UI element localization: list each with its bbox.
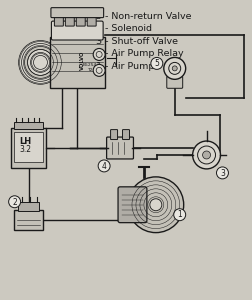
FancyBboxPatch shape: [118, 187, 146, 223]
FancyBboxPatch shape: [110, 130, 117, 140]
Text: 1: 1: [177, 211, 181, 220]
Circle shape: [192, 141, 219, 169]
Text: 3: 3: [219, 169, 224, 178]
Text: 5: 5: [154, 59, 159, 68]
Circle shape: [149, 199, 161, 211]
Circle shape: [9, 196, 20, 208]
Circle shape: [128, 177, 183, 232]
Text: 4 - Solenoid: 4 - Solenoid: [96, 24, 152, 33]
Circle shape: [24, 46, 56, 78]
Circle shape: [19, 40, 62, 84]
FancyBboxPatch shape: [14, 132, 43, 162]
FancyBboxPatch shape: [14, 210, 43, 230]
Text: 2 - Air Pump Relay: 2 - Air Pump Relay: [96, 50, 183, 58]
Circle shape: [93, 64, 105, 76]
Text: 2: 2: [12, 198, 17, 207]
FancyBboxPatch shape: [18, 202, 39, 211]
FancyBboxPatch shape: [14, 122, 43, 129]
FancyBboxPatch shape: [50, 37, 104, 88]
FancyBboxPatch shape: [11, 128, 46, 168]
Circle shape: [27, 50, 53, 75]
Text: 3 - Shut-off Valve: 3 - Shut-off Valve: [96, 37, 178, 46]
Circle shape: [30, 52, 50, 72]
FancyBboxPatch shape: [87, 14, 96, 26]
Text: 5 - Non-return Valve: 5 - Non-return Valve: [96, 12, 191, 21]
FancyBboxPatch shape: [76, 14, 85, 26]
FancyBboxPatch shape: [51, 21, 103, 40]
Circle shape: [172, 66, 176, 71]
Circle shape: [173, 209, 185, 221]
Text: VOLVO: VOLVO: [79, 51, 84, 70]
FancyBboxPatch shape: [106, 137, 133, 159]
Circle shape: [21, 44, 59, 81]
Text: LH: LH: [19, 137, 32, 146]
FancyBboxPatch shape: [51, 8, 103, 18]
Text: 4: 4: [101, 162, 106, 171]
FancyBboxPatch shape: [166, 76, 182, 88]
Circle shape: [93, 49, 105, 60]
FancyBboxPatch shape: [122, 130, 129, 140]
Circle shape: [216, 167, 228, 179]
Text: 1 - Air Pump: 1 - Air Pump: [96, 62, 154, 71]
FancyBboxPatch shape: [65, 14, 74, 26]
Circle shape: [163, 57, 185, 79]
Circle shape: [98, 160, 110, 172]
Text: 3.2: 3.2: [19, 145, 32, 154]
Circle shape: [150, 57, 162, 69]
Circle shape: [202, 151, 210, 159]
Circle shape: [33, 56, 47, 69]
Text: B5254
T2: B5254 T2: [83, 63, 97, 72]
FancyBboxPatch shape: [54, 14, 63, 26]
